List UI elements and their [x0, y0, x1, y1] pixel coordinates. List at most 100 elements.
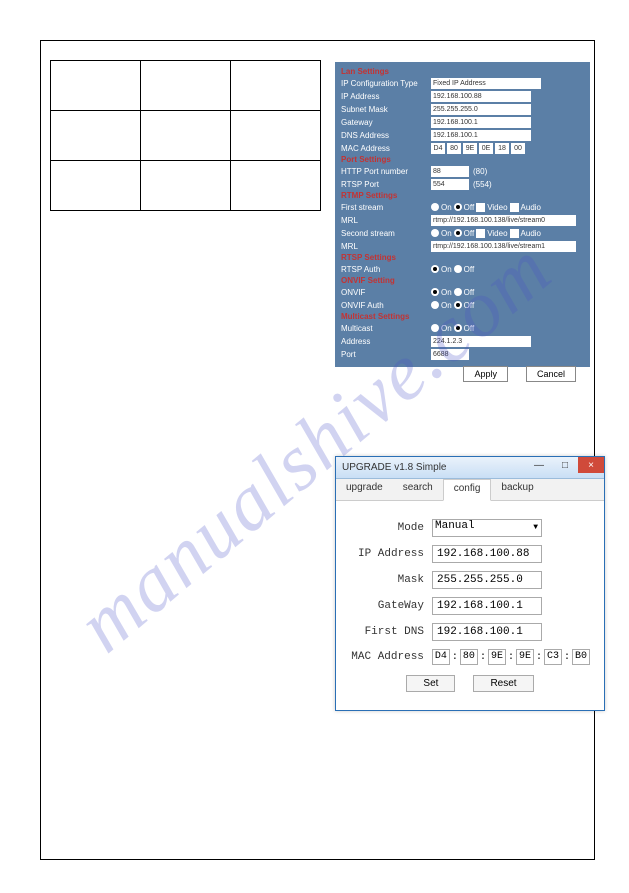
- mac-0[interactable]: D4: [431, 143, 445, 154]
- mrl2-input[interactable]: rtmp://192.168.100.138/live/stream1: [431, 241, 576, 252]
- upgrade-title-text: UPGRADE v1.8 Simple: [342, 462, 446, 473]
- apply-button[interactable]: Apply: [463, 366, 508, 382]
- maximize-icon[interactable]: □: [552, 457, 578, 473]
- multicast-label: Multicast: [341, 324, 431, 333]
- multicast-off[interactable]: [454, 324, 462, 332]
- mac-5[interactable]: 00: [511, 143, 525, 154]
- second-off-radio[interactable]: [454, 229, 462, 237]
- gateway-label: Gateway: [341, 118, 431, 127]
- upg-mac-group: D4: 80: 9E: 9E: C3: B0: [432, 649, 590, 665]
- tab-upgrade[interactable]: upgrade: [336, 479, 393, 500]
- mc-address-input[interactable]: 224.1.2.3: [431, 336, 531, 347]
- mac-2[interactable]: 9E: [463, 143, 477, 154]
- first-stream-label: First stream: [341, 203, 431, 212]
- empty-table: [50, 60, 321, 211]
- multicast-section-header: Multicast Settings: [341, 312, 584, 321]
- rtsp-port-label: RTSP Port: [341, 180, 431, 189]
- mc-port-label: Port: [341, 350, 431, 359]
- upg-dns-input[interactable]: [432, 623, 542, 641]
- first-audio-chk[interactable]: [510, 203, 519, 212]
- mc-port-input[interactable]: 6688: [431, 349, 469, 360]
- first-video-chk[interactable]: [476, 203, 485, 212]
- upg-mac-4[interactable]: C3: [544, 649, 562, 665]
- mac-1[interactable]: 80: [447, 143, 461, 154]
- rtmp-section-header: RTMP Settings: [341, 191, 584, 200]
- rtsp-section-header: RTSP Settings: [341, 253, 584, 262]
- tab-search[interactable]: search: [393, 479, 443, 500]
- mode-label: Mode: [350, 522, 432, 534]
- minimize-icon[interactable]: —: [526, 457, 552, 473]
- dns-input[interactable]: 192.168.100.1: [431, 130, 531, 141]
- upg-mac-5[interactable]: B0: [572, 649, 590, 665]
- upg-ip-input[interactable]: [432, 545, 542, 563]
- lan-settings-panel: Lan Settings IP Configuration Type Fixed…: [335, 62, 590, 367]
- mrl1-label: MRL: [341, 216, 431, 225]
- ip-address-input[interactable]: 192.168.100.88: [431, 91, 531, 102]
- onvif-auth-label: ONVIF Auth: [341, 301, 431, 310]
- ip-config-type-label: IP Configuration Type: [341, 79, 431, 88]
- subnet-label: Subnet Mask: [341, 105, 431, 114]
- rtsp-auth-label: RTSP Auth: [341, 265, 431, 274]
- upg-mac-3[interactable]: 9E: [516, 649, 534, 665]
- mrl2-label: MRL: [341, 242, 431, 251]
- cancel-button[interactable]: Cancel: [526, 366, 576, 382]
- multicast-options: On Off: [431, 324, 474, 333]
- reset-button[interactable]: Reset: [473, 675, 533, 692]
- upg-mac-0[interactable]: D4: [432, 649, 450, 665]
- rtsp-auth-on[interactable]: [431, 265, 439, 273]
- gateway-input[interactable]: 192.168.100.1: [431, 117, 531, 128]
- second-stream-options: On Off Video Audio: [431, 229, 541, 238]
- set-button[interactable]: Set: [406, 675, 455, 692]
- second-video-chk[interactable]: [476, 229, 485, 238]
- onvif-options: On Off: [431, 288, 474, 297]
- tab-backup[interactable]: backup: [491, 479, 543, 500]
- upg-gw-input[interactable]: [432, 597, 542, 615]
- upg-mask-input[interactable]: [432, 571, 542, 589]
- second-on-radio[interactable]: [431, 229, 439, 237]
- close-icon[interactable]: ×: [578, 457, 604, 473]
- upg-mac-2[interactable]: 9E: [488, 649, 506, 665]
- http-port-label: HTTP Port number: [341, 167, 431, 176]
- first-stream-options: On Off Video Audio: [431, 203, 541, 212]
- onvif-auth-off[interactable]: [454, 301, 462, 309]
- http-port-hint: (80): [473, 167, 487, 176]
- subnet-input[interactable]: 255.255.255.0: [431, 104, 531, 115]
- upg-mac-1[interactable]: 80: [460, 649, 478, 665]
- onvif-auth-on[interactable]: [431, 301, 439, 309]
- port-section-header: Port Settings: [341, 155, 584, 164]
- upg-gw-label: GateWay: [350, 600, 432, 612]
- first-on-radio[interactable]: [431, 203, 439, 211]
- ip-address-label: IP Address: [341, 92, 431, 101]
- upgrade-body: Mode Manual IP Address Mask GateWay Firs…: [336, 501, 604, 702]
- second-audio-chk[interactable]: [510, 229, 519, 238]
- onvif-on[interactable]: [431, 288, 439, 296]
- mode-select[interactable]: Manual: [432, 519, 542, 537]
- rtsp-port-input[interactable]: 554: [431, 179, 469, 190]
- first-off-radio[interactable]: [454, 203, 462, 211]
- multicast-on[interactable]: [431, 324, 439, 332]
- mac-3[interactable]: 0E: [479, 143, 493, 154]
- mac-group: D4 80 9E 0E 18 00: [431, 143, 525, 154]
- upg-mac-label: MAC Address: [350, 651, 432, 663]
- tab-config[interactable]: config: [443, 479, 492, 501]
- upg-mask-label: Mask: [350, 574, 432, 586]
- upg-ip-label: IP Address: [350, 548, 432, 560]
- ip-config-type-select[interactable]: Fixed IP Address: [431, 78, 541, 89]
- mc-address-label: Address: [341, 337, 431, 346]
- onvif-auth-options: On Off: [431, 301, 474, 310]
- mac-label: MAC Address: [341, 144, 431, 153]
- upgrade-titlebar[interactable]: UPGRADE v1.8 Simple — □ ×: [336, 457, 604, 479]
- onvif-label: ONVIF: [341, 288, 431, 297]
- rtsp-port-hint: (554): [473, 180, 492, 189]
- onvif-section-header: ONVIF Setting: [341, 276, 584, 285]
- dns-label: DNS Address: [341, 131, 431, 140]
- mrl1-input[interactable]: rtmp://192.168.100.138/live/stream0: [431, 215, 576, 226]
- http-port-input[interactable]: 88: [431, 166, 469, 177]
- upgrade-window: UPGRADE v1.8 Simple — □ × upgrade search…: [335, 456, 605, 711]
- upg-dns-label: First DNS: [350, 626, 432, 638]
- second-stream-label: Second stream: [341, 229, 431, 238]
- rtsp-auth-off[interactable]: [454, 265, 462, 273]
- mac-4[interactable]: 18: [495, 143, 509, 154]
- onvif-off[interactable]: [454, 288, 462, 296]
- rtsp-auth-options: On Off: [431, 265, 474, 274]
